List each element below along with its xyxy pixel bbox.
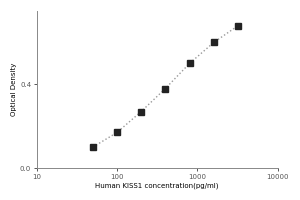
X-axis label: Human KISS1 concentration(pg/ml): Human KISS1 concentration(pg/ml)	[95, 182, 219, 189]
Y-axis label: Optical Density: Optical Density	[11, 63, 17, 116]
